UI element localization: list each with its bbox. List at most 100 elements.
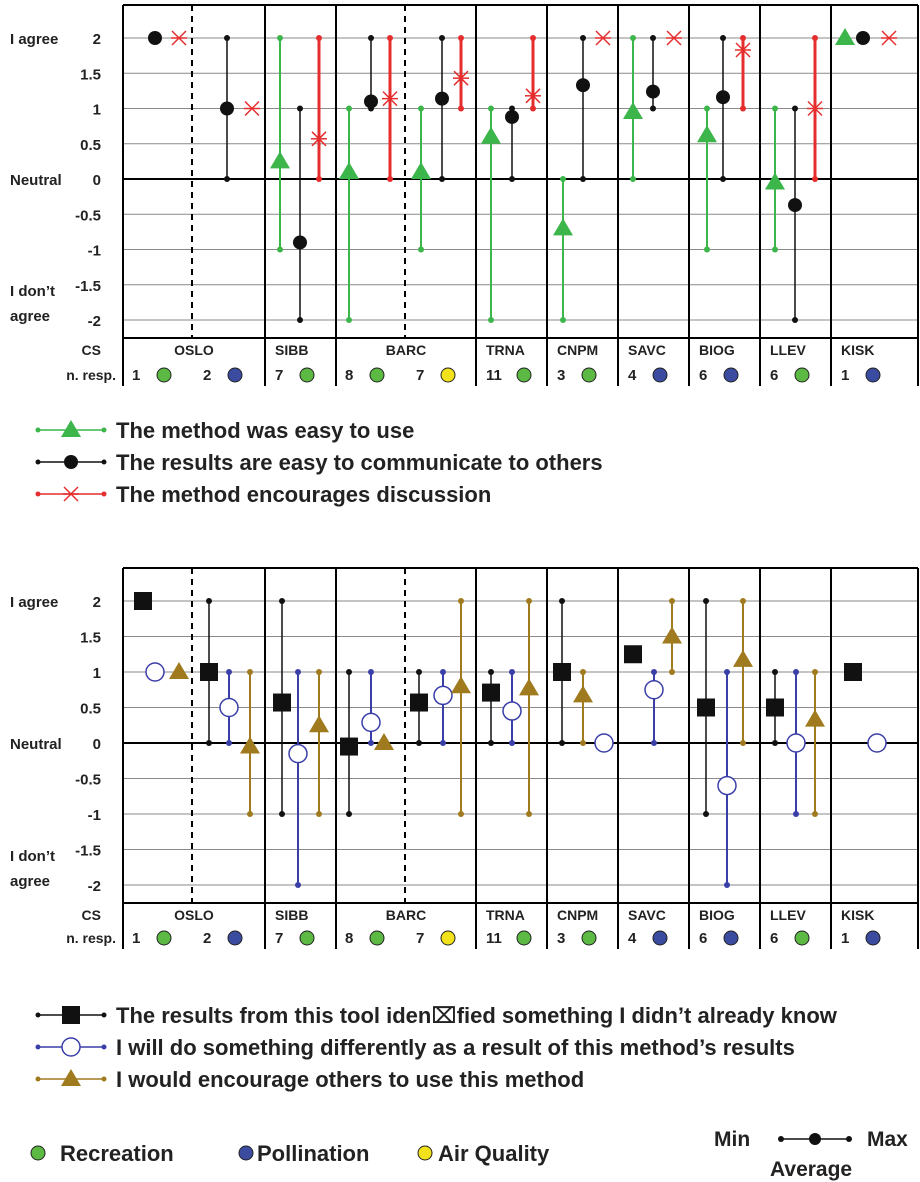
average-hollow-circle-marker xyxy=(433,685,453,706)
legend-endpoint xyxy=(35,1044,41,1050)
average-hollow-circle-marker xyxy=(288,743,308,764)
response-count-label: 11 xyxy=(486,930,502,947)
category-dot xyxy=(516,367,532,383)
min-point xyxy=(509,740,515,746)
y-tick-label: 0.5 xyxy=(80,701,101,718)
max-point xyxy=(509,669,515,675)
average-square-marker xyxy=(697,698,715,717)
max-point xyxy=(792,105,798,112)
category-dot xyxy=(865,367,881,383)
min-point xyxy=(206,740,212,746)
min-point xyxy=(792,317,798,323)
min-point xyxy=(368,740,374,746)
category-label: Recreation xyxy=(60,1141,174,1166)
y-tick-label: -1 xyxy=(88,807,101,824)
max-point xyxy=(226,669,232,675)
response-count-label: 11 xyxy=(486,367,502,384)
min-point xyxy=(580,740,586,746)
y-side-label: I don’t xyxy=(10,848,55,865)
group-name-label: BIOG xyxy=(699,907,735,923)
min-point xyxy=(772,740,778,746)
group-name-label: OSLO xyxy=(174,907,214,923)
average-triangle-marker xyxy=(339,161,359,179)
min-point xyxy=(346,811,352,817)
key-min-point xyxy=(778,1136,784,1142)
response-count-label: 2 xyxy=(203,930,211,947)
min-point xyxy=(703,811,709,817)
y-tick-label: 1.5 xyxy=(80,66,101,83)
y-tick-label: 2 xyxy=(93,594,101,611)
y-side-label: I don’t xyxy=(10,283,55,300)
average-square-marker xyxy=(410,693,428,712)
key-average-point xyxy=(809,1133,821,1145)
legend-endpoint xyxy=(35,491,41,497)
average-hollow-circle-marker xyxy=(717,775,737,796)
max-point xyxy=(772,669,778,675)
response-count-label: 7 xyxy=(275,367,283,384)
min-point xyxy=(651,740,657,746)
average-star-marker xyxy=(453,70,469,86)
max-point xyxy=(724,669,730,675)
max-point xyxy=(418,105,424,112)
average-square-marker xyxy=(844,663,862,681)
max-point xyxy=(316,669,322,675)
average-square-marker xyxy=(62,1006,80,1024)
category-label: Air Quality xyxy=(438,1141,550,1166)
category-label: Pollination xyxy=(257,1141,369,1166)
max-point xyxy=(458,35,464,41)
chart-panel-2: 2 I agree 1.5 1 0.5 0 Neutral -0.5 -1 -1.5 -2 I don… xyxy=(10,567,919,949)
min-point xyxy=(224,176,230,182)
average-circle-marker xyxy=(646,84,660,99)
average-triangle-marker xyxy=(240,736,260,754)
group-name-label: TRNA xyxy=(486,907,525,923)
y-tick-label: -0.5 xyxy=(75,207,101,224)
category-dot xyxy=(369,930,385,946)
category-dot xyxy=(417,1145,433,1161)
y-tick-label: 1 xyxy=(93,665,101,682)
min-point xyxy=(316,811,322,817)
average-square-marker xyxy=(273,693,291,712)
max-point xyxy=(812,669,818,675)
legend-endpoint xyxy=(35,459,41,465)
min-point xyxy=(458,105,464,112)
average-circle-marker xyxy=(788,198,802,213)
legend-label: The method encourages discussion xyxy=(116,482,491,507)
resp-header-label: n. resp. xyxy=(66,930,116,946)
average-triangle-marker xyxy=(573,685,593,703)
legend-1: The method was easy to use The results ar… xyxy=(35,418,603,507)
max-point xyxy=(346,669,352,675)
legend-label: I would encourage others to use this met… xyxy=(116,1067,584,1092)
category-dot xyxy=(723,930,739,946)
legend-endpoint xyxy=(35,1012,41,1018)
average-hollow-circle-marker xyxy=(867,733,887,753)
y-side-label: Neutral xyxy=(10,172,62,189)
min-point xyxy=(704,246,710,253)
average-square-marker xyxy=(134,592,152,610)
average-triangle-marker xyxy=(623,102,643,120)
average-square-marker xyxy=(340,737,358,756)
average-triangle-marker xyxy=(765,172,785,190)
response-count-label: 7 xyxy=(416,930,424,947)
y-side-label: Neutral xyxy=(10,736,62,753)
average-star-marker xyxy=(382,91,398,107)
legend-endpoint xyxy=(101,1012,107,1018)
max-point xyxy=(669,598,675,604)
min-point xyxy=(247,811,253,817)
max-point xyxy=(509,105,515,112)
average-triangle-marker xyxy=(835,28,855,45)
group-name-label: SAVC xyxy=(628,342,666,358)
average-hollow-circle-marker xyxy=(219,697,239,718)
min-point xyxy=(560,317,566,323)
legend-label: I will do something differently as a res… xyxy=(116,1035,795,1060)
max-point xyxy=(720,35,726,41)
chart-panel-1: 2 I agree 1.5 1 0.5 0 Neutral -0.5 -1 -1.5 -2 I don… xyxy=(10,4,919,386)
min-point xyxy=(559,740,565,746)
resp-header-label: n. resp. xyxy=(66,367,116,383)
average-triangle-marker xyxy=(805,709,825,727)
cs-header-label: CS xyxy=(82,907,101,923)
min-point xyxy=(669,669,675,675)
category-dot xyxy=(516,930,532,946)
y-tick-label: -0.5 xyxy=(75,772,101,789)
category-dot xyxy=(865,930,881,946)
